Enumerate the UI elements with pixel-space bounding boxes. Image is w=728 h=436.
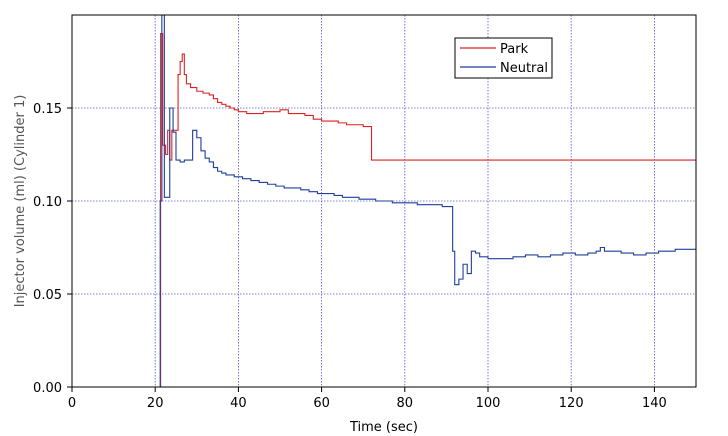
x-tick-label: 40: [230, 396, 247, 411]
series-line-neutral: [72, 15, 696, 387]
legend-label-park: Park: [500, 42, 529, 57]
series-layer: [72, 15, 696, 387]
legend: Park Neutral: [454, 37, 553, 79]
tick-layer: 0 20 40 60 80 100 120 140 0.00 0.05 0.10 0.15: [33, 102, 667, 411]
x-tick-label: 80: [397, 396, 414, 411]
y-axis-title: Injector volume (ml) (Cylinder 1): [13, 95, 28, 308]
y-tick-label: 0.05: [33, 288, 62, 303]
x-tick-label: 0: [68, 396, 76, 411]
x-tick-label: 140: [642, 396, 667, 411]
legend-box: [454, 37, 553, 79]
y-tick-label: 0.00: [33, 381, 62, 396]
legend-label-neutral: Neutral: [500, 61, 548, 76]
x-tick-label: 20: [147, 396, 164, 411]
y-tick-label: 0.10: [33, 195, 62, 210]
x-tick-label: 60: [313, 396, 330, 411]
x-axis-title: Time (sec): [349, 420, 418, 435]
series-line-park: [72, 33, 696, 387]
x-tick-label: 100: [476, 396, 501, 411]
x-tick-label: 120: [559, 396, 584, 411]
y-tick-label: 0.15: [33, 102, 62, 117]
